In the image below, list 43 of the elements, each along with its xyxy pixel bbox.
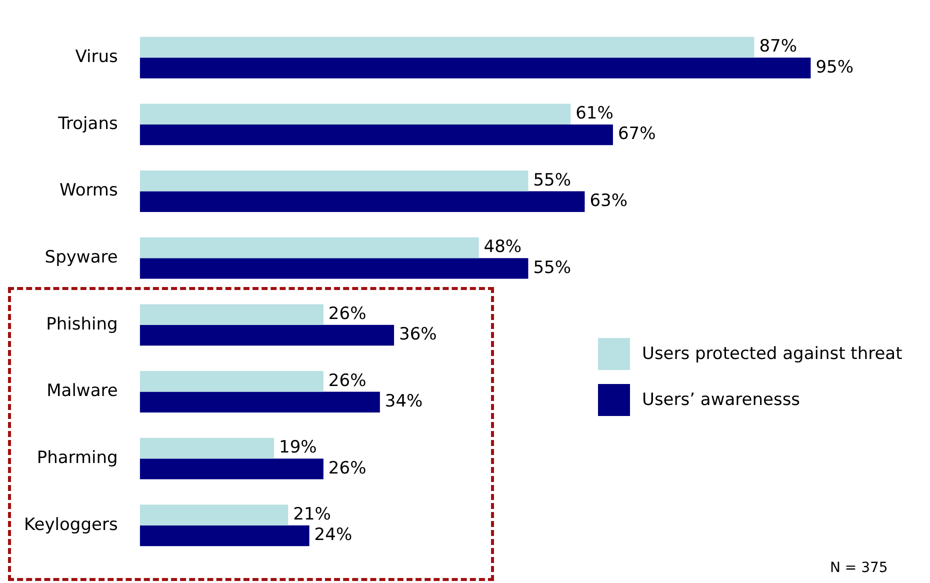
data-label: 21% bbox=[293, 504, 331, 524]
data-label: 48% bbox=[484, 237, 522, 258]
data-label: 67% bbox=[618, 124, 656, 144]
y-tick-label: Phishing bbox=[46, 314, 118, 334]
data-label: 26% bbox=[328, 458, 366, 478]
bar bbox=[140, 504, 288, 526]
data-label: 61% bbox=[576, 104, 614, 124]
bar bbox=[140, 237, 479, 258]
bar bbox=[140, 392, 380, 412]
bar bbox=[140, 58, 811, 78]
legend-label: Users protected against threat bbox=[642, 344, 902, 364]
data-label: 24% bbox=[314, 525, 352, 546]
data-label: 87% bbox=[759, 36, 797, 57]
data-label: 63% bbox=[590, 191, 628, 212]
bar bbox=[140, 191, 585, 212]
data-label: 34% bbox=[384, 392, 423, 412]
data-label: 95% bbox=[816, 57, 854, 78]
bar bbox=[140, 304, 324, 325]
y-tick-label: Pharming bbox=[36, 448, 118, 468]
data-label: 26% bbox=[328, 304, 366, 324]
data-label: 55% bbox=[533, 258, 572, 278]
y-tick-label: Trojans bbox=[57, 114, 118, 134]
bar bbox=[140, 438, 274, 459]
y-tick-label: Spyware bbox=[44, 248, 118, 268]
bar bbox=[140, 124, 613, 146]
data-label: 19% bbox=[279, 438, 317, 458]
y-tick-label: Virus bbox=[75, 47, 118, 68]
y-tick-label: Keyloggers bbox=[24, 514, 118, 535]
y-tick-label: Worms bbox=[60, 180, 118, 201]
bar bbox=[140, 36, 754, 58]
data-label: 55% bbox=[533, 170, 572, 190]
bar bbox=[140, 525, 310, 546]
y-tick-label: Malware bbox=[46, 381, 118, 402]
bar bbox=[140, 104, 571, 124]
bar bbox=[140, 458, 324, 480]
bar bbox=[140, 371, 324, 392]
data-label: 36% bbox=[399, 324, 437, 345]
bar bbox=[140, 170, 528, 192]
data-label: 26% bbox=[328, 370, 366, 391]
bar bbox=[140, 324, 394, 346]
bar bbox=[140, 258, 528, 279]
text: N = 375 bbox=[830, 560, 888, 576]
legend-label: Users’ awarenesss bbox=[642, 390, 800, 410]
